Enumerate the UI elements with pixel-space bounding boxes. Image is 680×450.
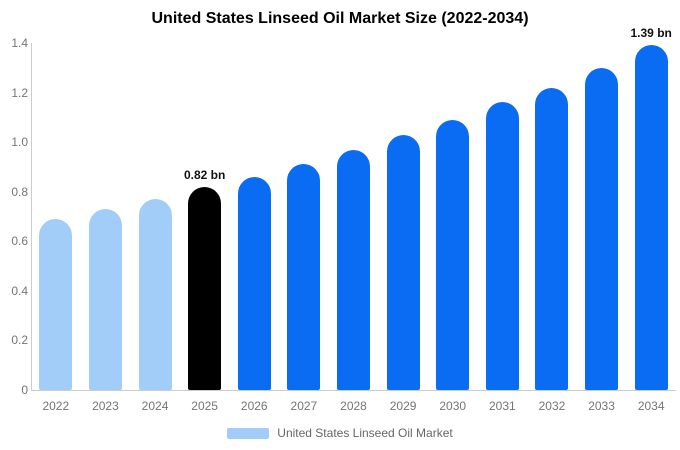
y-tick-label-0.8: 0.8 (11, 184, 28, 199)
x-tick-label-2032: 2032 (538, 399, 566, 413)
x-tick-label-2022: 2022 (42, 399, 70, 413)
bar-2034 (634, 45, 668, 390)
bar-annotation-2034: 1.39 bn (630, 26, 672, 41)
y-tick-label-1.0: 1.0 (11, 135, 28, 150)
legend-label: United States Linseed Oil Market (277, 426, 453, 440)
y-tick-label-0.4: 0.4 (11, 283, 28, 298)
x-tick-label-2030: 2030 (439, 399, 467, 413)
y-axis-line (31, 43, 32, 390)
x-tick-label-2025: 2025 (191, 399, 218, 413)
y-tick-label-1.2: 1.2 (11, 85, 28, 100)
y-tick-label-1.4: 1.4 (11, 36, 28, 50)
bar-annotation-2025: 0.82 bn (183, 167, 226, 182)
bar-2030 (436, 119, 470, 390)
bar-2025 (188, 186, 222, 390)
bar-2033 (585, 67, 619, 390)
bar-2029 (386, 134, 420, 390)
bar-2022 (39, 218, 73, 390)
x-tick-label-2031: 2031 (488, 399, 516, 413)
x-tick-label-2026: 2026 (240, 399, 268, 413)
bar-2031 (485, 102, 519, 390)
y-tick-label-0: 0 (21, 383, 28, 397)
x-tick-label-2024: 2024 (141, 399, 169, 413)
bar-2024 (138, 199, 172, 390)
x-tick-label-2027: 2027 (290, 399, 318, 413)
x-axis-line (31, 390, 676, 391)
bar-2023 (88, 209, 122, 390)
bar-2026 (237, 176, 271, 390)
y-tick-label-0.6: 0.6 (11, 234, 28, 249)
legend-swatch (227, 427, 270, 439)
x-tick-label-2034: 2034 (637, 399, 665, 413)
legend: United States Linseed Oil Market (0, 426, 680, 440)
bar-2028 (337, 149, 370, 390)
x-tick-label-2033: 2033 (588, 399, 615, 413)
y-tick-label-0.2: 0.2 (11, 333, 28, 348)
x-tick-label-2029: 2029 (389, 399, 417, 413)
chart-title: United States Linseed Oil Market Size (2… (151, 10, 529, 27)
bar-2027 (287, 164, 321, 390)
x-tick-label-2023: 2023 (92, 399, 119, 413)
x-tick-label-2028: 2028 (340, 399, 367, 413)
bar-2032 (535, 87, 569, 390)
